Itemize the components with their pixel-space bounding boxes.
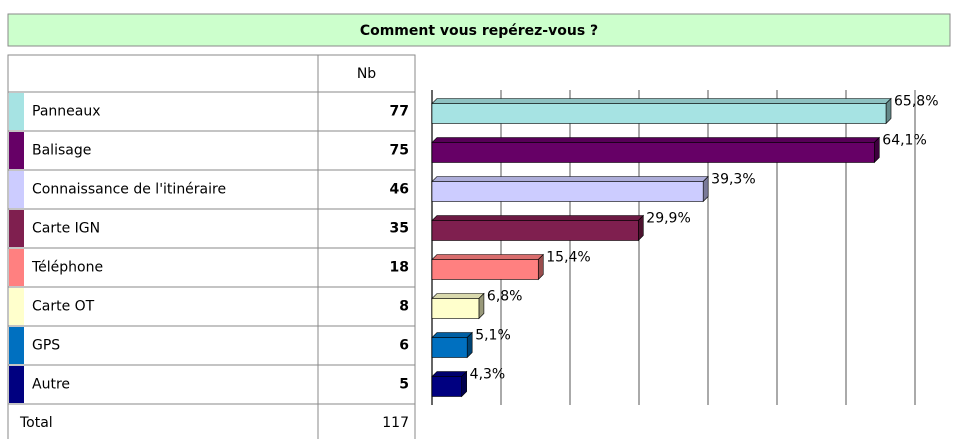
bar — [431, 142, 875, 163]
color-swatch — [9, 366, 24, 403]
chart-title: Comment vous repérez-vous ? — [360, 23, 598, 39]
color-swatch — [9, 210, 24, 247]
bar-top — [431, 293, 485, 299]
bar — [431, 103, 887, 124]
value-label: 29,9% — [646, 211, 690, 227]
value-label: 15,4% — [546, 250, 590, 266]
count-cell: 75 — [390, 143, 409, 159]
color-swatch — [9, 171, 24, 208]
value-label: 39,3% — [711, 172, 755, 188]
bar — [431, 220, 639, 241]
total-cell: 117 — [382, 415, 409, 431]
table: Nb Panneaux 77 Balisage 75 Connaissance de l'… — [7, 54, 416, 439]
value-label: 5,1% — [475, 328, 511, 344]
bar-top — [431, 371, 468, 377]
count-cell: 77 — [390, 104, 409, 120]
color-swatch — [9, 288, 24, 325]
value-label: 4,3% — [470, 367, 506, 383]
plot: 65,8% 64,1% 39,3% 29,9% 15,4% 6,8% 5,1% 4,3% — [431, 90, 939, 405]
count-cell: 18 — [390, 260, 409, 276]
bar — [431, 181, 704, 202]
category-label: Téléphone — [31, 260, 103, 276]
category-label: Carte OT — [32, 299, 95, 315]
color-swatch — [9, 93, 24, 130]
value-label: 64,1% — [882, 133, 926, 149]
value-label: 6,8% — [487, 289, 523, 305]
count-cell: 46 — [390, 182, 409, 198]
bar-top — [431, 137, 881, 143]
bar — [431, 298, 480, 319]
category-label: Connaissance de l'itinéraire — [32, 182, 226, 198]
category-label: Balisage — [32, 143, 91, 159]
bar-top — [431, 254, 544, 260]
column-header: Nb — [357, 66, 376, 82]
color-swatch — [9, 132, 24, 169]
category-label: Panneaux — [32, 104, 101, 120]
count-cell: 5 — [399, 377, 409, 393]
category-label: Autre — [32, 377, 70, 393]
bar-top — [431, 215, 645, 221]
total-label: Total — [19, 415, 53, 431]
count-cell: 35 — [390, 221, 409, 237]
bar — [431, 376, 462, 397]
bar — [431, 259, 539, 280]
count-cell: 6 — [399, 338, 409, 354]
count-cell: 8 — [399, 299, 409, 315]
title-band — [7, 13, 951, 47]
value-label: 65,8% — [894, 94, 938, 110]
bar-top — [431, 176, 709, 182]
category-label: GPS — [32, 338, 60, 354]
color-swatch — [9, 249, 24, 286]
color-swatch — [9, 327, 24, 364]
category-label: Carte IGN — [32, 221, 100, 237]
bar-top — [431, 98, 892, 104]
bar-top — [431, 332, 473, 338]
bar — [431, 337, 468, 358]
